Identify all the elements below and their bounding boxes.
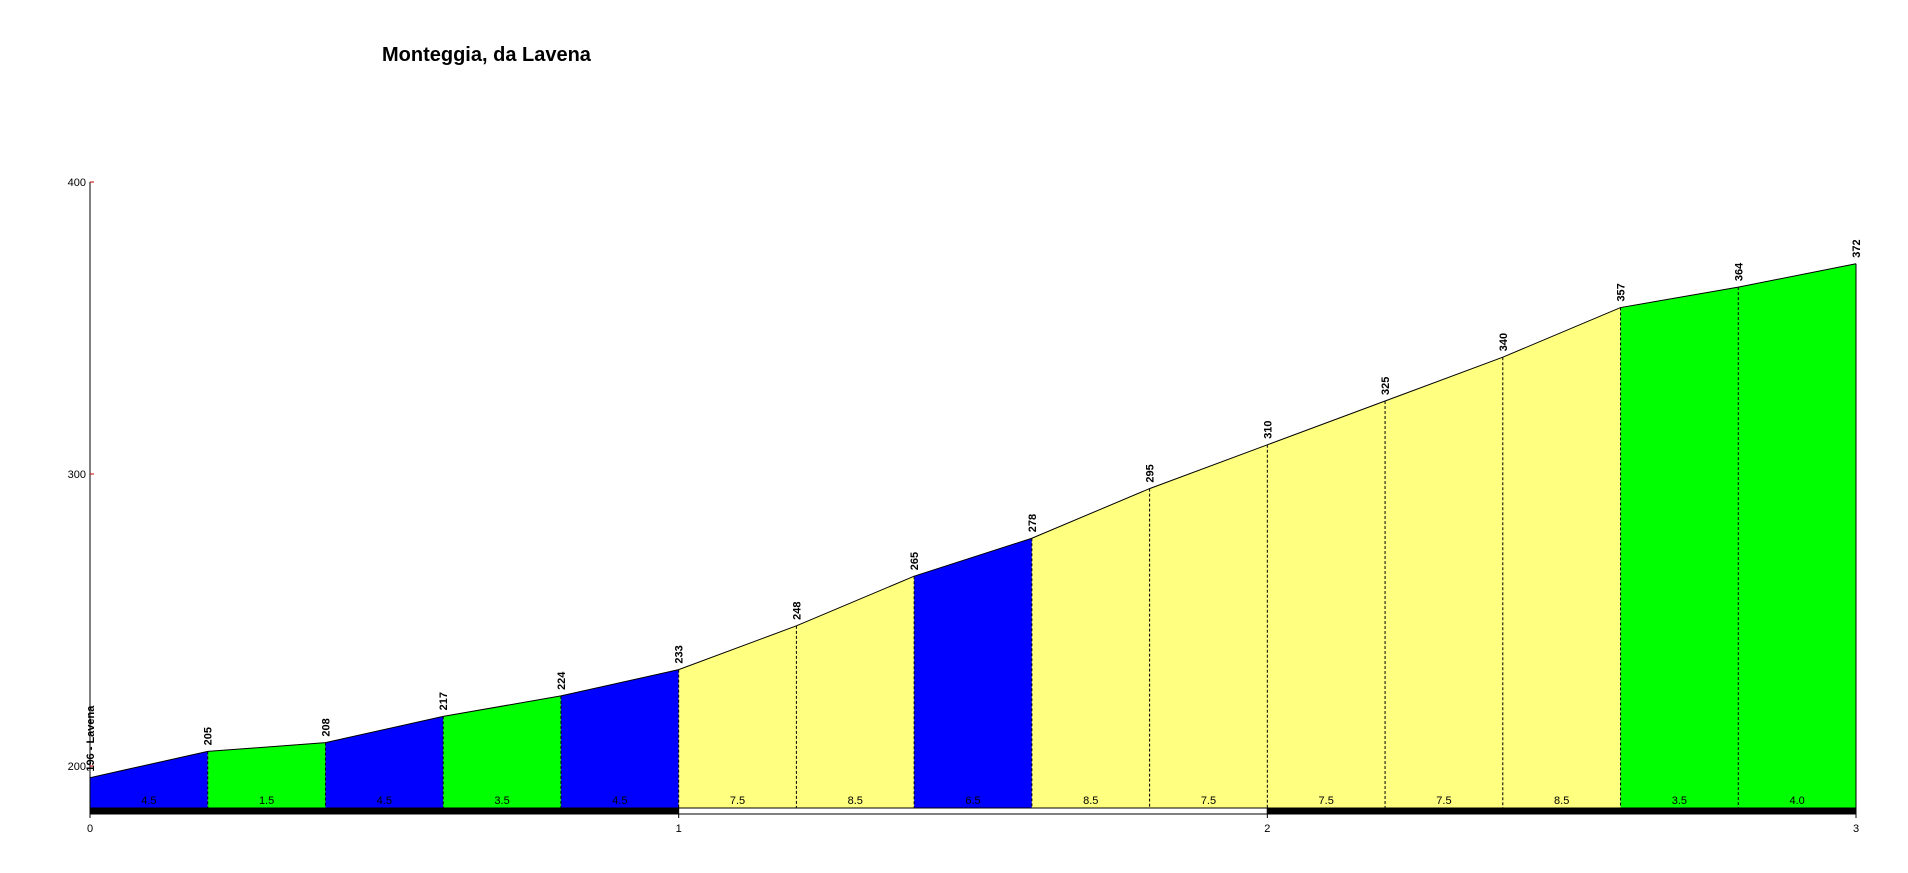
- segment-fill: [1502, 307, 1621, 808]
- elevation-label: 372: [1851, 239, 1863, 257]
- elevation-label: 364: [1733, 262, 1745, 281]
- y-tick-label: 400: [68, 177, 86, 189]
- grade-label: 4.0: [1789, 795, 1804, 807]
- km-bar: [89, 807, 1857, 815]
- elevation-label: 233: [674, 645, 686, 663]
- grade-label: 3.5: [494, 795, 509, 807]
- elevation-label: 248: [791, 601, 803, 619]
- segment-fill: [678, 625, 797, 808]
- elevation-label: 295: [1145, 464, 1157, 482]
- elevation-label: 265: [909, 552, 921, 570]
- grade-label: 7.5: [1201, 795, 1216, 807]
- segment-fill: [443, 695, 561, 808]
- grade-label: 4.5: [612, 795, 627, 807]
- y-tick-label: 200: [68, 761, 86, 773]
- x-tick-label: 0: [87, 823, 93, 835]
- grade-label: 8.5: [1554, 795, 1569, 807]
- labels: 4.5 1.5 4.5 3.5 4.5 7.5 8.5 6.5 8.5 7.5 7.5 7.5 8.5 3…: [85, 239, 1863, 807]
- x-tick-label: 2: [1264, 823, 1270, 835]
- grade-label: 4.5: [377, 795, 392, 807]
- elevation-label: 217: [438, 692, 450, 710]
- grade-label: 4.5: [141, 795, 156, 807]
- profile-line: [89, 263, 1857, 779]
- grade-label: 7.5: [1319, 795, 1334, 807]
- km-bar-segment: [89, 807, 680, 815]
- grade-label: 8.5: [1083, 795, 1098, 807]
- grade-label: 3.5: [1672, 795, 1687, 807]
- km-bar-segment: [1266, 807, 1857, 815]
- segment-fill: [1031, 488, 1150, 808]
- axes: 200 300 400 0 1 2 3: [68, 177, 1859, 835]
- grade-label: 6.5: [965, 795, 980, 807]
- elevation-label: 325: [1380, 377, 1392, 395]
- grade-label: 1.5: [259, 795, 274, 807]
- elevation-label: 196 - Lavena: [85, 705, 97, 772]
- segment-fill: [1620, 287, 1739, 808]
- elevation-label: 205: [203, 727, 215, 745]
- segment-fill: [90, 751, 208, 808]
- x-tick-label: 3: [1853, 823, 1859, 835]
- segment-fill: [1738, 263, 1856, 808]
- elevation-label: 310: [1262, 420, 1274, 438]
- y-tick-label: 300: [68, 469, 86, 481]
- elevation-label: 224: [556, 671, 568, 690]
- grade-label: 7.5: [1436, 795, 1451, 807]
- segment-dividers: [207, 287, 1739, 808]
- segment-fill: [1149, 444, 1268, 808]
- profile-line-group: [89, 263, 1857, 808]
- segment-fill: [1267, 401, 1386, 808]
- grade-label: 7.5: [730, 795, 745, 807]
- segment-fill: [1385, 357, 1503, 808]
- elevation-label: 208: [320, 718, 332, 736]
- segment-fill: [796, 576, 915, 808]
- chart-title: Monteggia, da Lavena: [382, 44, 591, 66]
- segment-fills: [90, 263, 1856, 808]
- grade-label: 8.5: [848, 795, 863, 807]
- elevation-label: 340: [1498, 333, 1510, 351]
- elevation-label: 278: [1027, 514, 1039, 532]
- segment-fill: [325, 716, 444, 808]
- km-bar-segment: [678, 807, 1268, 815]
- segment-fill: [560, 669, 679, 808]
- x-tick-label: 1: [676, 823, 682, 835]
- segment-fill: [207, 742, 326, 808]
- segment-fill: [914, 538, 1032, 808]
- elevation-label: 357: [1616, 283, 1628, 301]
